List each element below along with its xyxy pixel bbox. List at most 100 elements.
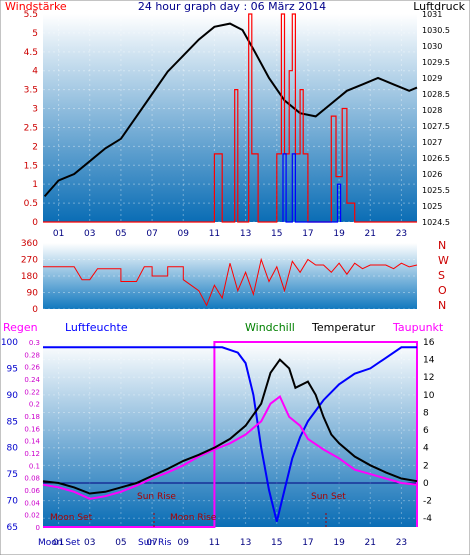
- x-tick-label: 15: [271, 538, 282, 548]
- regen-tick: 0.3: [29, 339, 40, 347]
- sun-rise-bottom-label: Sun Ris: [138, 538, 172, 548]
- sun-set-annotation: Sun Set: [311, 492, 346, 502]
- compass-label: S: [438, 269, 445, 282]
- x-tick-label: 03: [84, 538, 95, 548]
- luftdruck-tick: 1030.5: [422, 26, 450, 35]
- compass-label: W: [438, 254, 449, 267]
- luftdruck-tick: 1024.5: [422, 218, 450, 227]
- luftdruck-tick-labels: 1024.5 1025 1025.5 1026 1026.5 1027 1027.5 1028…: [422, 10, 450, 227]
- luftdruck-tick: 1025: [422, 202, 442, 211]
- temperatur-tick: 10: [423, 391, 435, 401]
- temperatur-tick: 6: [423, 426, 429, 436]
- regen-tick-labels: 0 0.02 0.04 0.06 0.08 0.1 0.12 0.14 0.16 0.18 0.2 0…: [24, 339, 40, 532]
- wind-pressure-plot-area: [43, 14, 417, 222]
- series-line-regen: [43, 341, 418, 528]
- temperatur-tick: 16: [423, 338, 435, 348]
- wind-direction-series: [43, 257, 418, 307]
- luftdruck-tick: 1027: [422, 138, 442, 147]
- regen-tick: 0.2: [29, 401, 40, 409]
- windstaerke-tick: 2: [32, 142, 38, 152]
- luftdruck-tick: 1031: [422, 10, 442, 19]
- regen-tick: 0.24: [24, 376, 40, 384]
- x-tick-label: 21: [365, 229, 376, 239]
- temperatur-tick: 0: [423, 479, 429, 489]
- windstaerke-tick: 4.5: [24, 48, 38, 58]
- regen-tick: 0.08: [24, 475, 40, 483]
- luftdruck-tick: 1029: [422, 74, 442, 83]
- compass-label: O: [438, 284, 447, 297]
- x-tick-label: 13: [240, 229, 251, 239]
- wind-direction-tick-labels: 0 90 180 270 360: [21, 239, 38, 315]
- windstaerke-axis-label: Windstärke: [5, 0, 67, 13]
- temp-humidity-gridlines: [43, 341, 417, 527]
- wind-direction-tick: 0: [32, 305, 38, 315]
- luftfeuchte-tick: 65: [7, 523, 18, 533]
- luftdruck-tick: 1025.5: [422, 186, 450, 195]
- x-tick-label: 21: [365, 538, 376, 548]
- moon-rise-annotation: Moon Rise: [170, 513, 217, 523]
- series-line-luftfeuchte: [43, 346, 417, 522]
- windstaerke-tick: 2.5: [24, 123, 38, 133]
- temperatur-tick: -2: [423, 497, 432, 507]
- windstaerke-tick: 1.5: [24, 161, 38, 171]
- luftdruck-tick: 1030: [422, 42, 442, 51]
- wind-pressure-x-tick-labels: 01 03 05 07 09 11 13 15 17 19 21 23: [53, 229, 407, 239]
- luftfeuchte-tick: 70: [7, 497, 19, 507]
- x-tick-label: 03: [84, 229, 95, 239]
- luftdruck-tick: 1028: [422, 106, 442, 115]
- windstaerke-tick: 3.5: [24, 86, 38, 96]
- chart-title: 24 hour graph day : 06 März 2014: [138, 0, 326, 13]
- regen-tick: 0.04: [24, 499, 40, 507]
- luftfeuchte-tick: 90: [7, 391, 19, 401]
- x-tick-label: 15: [271, 229, 282, 239]
- x-tick-label: 23: [396, 538, 407, 548]
- windstaerke-tick: 3: [32, 105, 38, 115]
- x-tick-label: 01: [53, 229, 64, 239]
- temp-humidity-x-tick-labels: 01 03 05 07 09 11 13 15 17 19 21 23: [53, 538, 407, 548]
- temp-humidity-plot-area: [43, 342, 417, 527]
- regen-legend: Regen: [3, 321, 38, 334]
- series-line-luftdruck: [43, 22, 418, 198]
- regen-tick: 0.14: [24, 438, 40, 446]
- luftfeuchte-tick: 100: [1, 338, 18, 348]
- x-tick-label: 07: [146, 538, 157, 548]
- temperatur-tick: 4: [423, 444, 429, 454]
- luftdruck-axis-label: Luftdruck: [413, 0, 465, 13]
- x-tick-label: 19: [333, 229, 345, 239]
- sun-rise-annotation: Sun Rise: [137, 492, 176, 502]
- luftfeuchte-tick: 80: [7, 444, 19, 454]
- moon-set-bottom-label: Moon Set: [38, 538, 81, 548]
- temperatur-legend: Temperatur: [311, 321, 376, 334]
- luftdruck-tick: 1026: [422, 170, 442, 179]
- windstaerke-tick: 1: [32, 180, 38, 190]
- series-line-windrichtung: [43, 257, 418, 307]
- regen-tick: 0.18: [24, 413, 40, 421]
- wind-direction-tick: 270: [21, 256, 38, 266]
- regen-tick: 0.22: [24, 388, 40, 396]
- regen-tick: 0.06: [24, 487, 40, 495]
- windstaerke-tick: 4: [32, 67, 38, 77]
- x-tick-label: 09: [178, 229, 190, 239]
- wind-direction-plot-area: [43, 243, 417, 309]
- regen-tick: 0.12: [24, 450, 40, 458]
- luftfeuchte-tick: 95: [7, 364, 18, 374]
- x-tick-label: 11: [209, 229, 220, 239]
- x-tick-label: 19: [333, 538, 345, 548]
- regen-tick: 0.02: [24, 512, 40, 520]
- regen-tick: 0.26: [24, 364, 40, 372]
- windstaerke-tick: 5.5: [24, 10, 38, 20]
- series-line-temperatur: [42, 358, 418, 495]
- x-tick-label: 01: [53, 538, 64, 548]
- luftfeuchte-tick: 85: [7, 417, 18, 427]
- windchill-legend: Windchill: [245, 321, 295, 334]
- temperatur-tick: 2: [423, 461, 429, 471]
- temperatur-tick: 8: [423, 408, 429, 418]
- luftdruck-tick: 1029.5: [422, 58, 450, 67]
- compass-label: N: [438, 239, 446, 252]
- x-tick-label: 09: [178, 538, 190, 548]
- windstaerke-tick: 0.5: [24, 199, 38, 209]
- x-tick-label: 05: [115, 538, 126, 548]
- x-tick-label: 07: [146, 229, 157, 239]
